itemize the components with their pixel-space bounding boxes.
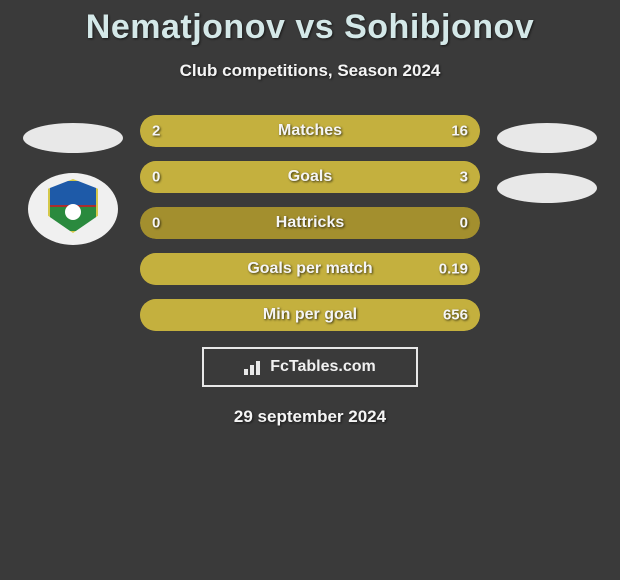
stat-bar: 0.19 Goals per match xyxy=(140,253,480,285)
right-badges-col xyxy=(492,115,602,203)
stat-label: Goals xyxy=(288,168,332,186)
stat-right-value: 0.19 xyxy=(439,261,468,278)
stat-right-value: 0 xyxy=(460,215,468,232)
stat-left-value: 0 xyxy=(152,215,160,232)
player1-name: Nematjonov xyxy=(86,8,286,46)
left-badges-col xyxy=(18,115,128,245)
stat-label: Min per goal xyxy=(263,306,357,324)
stat-label: Matches xyxy=(278,122,342,140)
player1-country-placeholder xyxy=(23,123,123,153)
player1-club-badge xyxy=(28,173,118,245)
stat-label: Goals per match xyxy=(247,260,372,278)
stat-left-value: 0 xyxy=(152,169,160,186)
stat-label: Hattricks xyxy=(276,214,344,232)
stat-bar: 2 16 Matches xyxy=(140,115,480,147)
comparison-container: Nematjonov vs Sohibjonov Club competitio… xyxy=(0,0,620,427)
subtitle: Club competitions, Season 2024 xyxy=(0,61,620,81)
player2-country-placeholder xyxy=(497,123,597,153)
page-title: Nematjonov vs Sohibjonov xyxy=(0,8,620,47)
snapshot-date: 29 september 2024 xyxy=(0,407,620,427)
main-row: 2 16 Matches 0 3 Goals 0 0 Hattricks 0.19 Goals pe… xyxy=(0,115,620,331)
player2-name: Sohibjonov xyxy=(344,8,534,46)
stat-left-value: 2 xyxy=(152,123,160,140)
bar-chart-icon xyxy=(244,359,264,375)
stat-right-value: 16 xyxy=(451,123,468,140)
stat-bar: 0 3 Goals xyxy=(140,161,480,193)
vs-text: vs xyxy=(295,8,334,46)
stat-bar: 656 Min per goal xyxy=(140,299,480,331)
player2-club-placeholder xyxy=(497,173,597,203)
attribution-text: FcTables.com xyxy=(270,358,376,376)
stat-bar: 0 0 Hattricks xyxy=(140,207,480,239)
stat-right-value: 656 xyxy=(443,307,468,324)
stat-bars: 2 16 Matches 0 3 Goals 0 0 Hattricks 0.19 Goals pe… xyxy=(140,115,480,331)
stat-right-value: 3 xyxy=(460,169,468,186)
attribution-box: FcTables.com xyxy=(202,347,418,387)
